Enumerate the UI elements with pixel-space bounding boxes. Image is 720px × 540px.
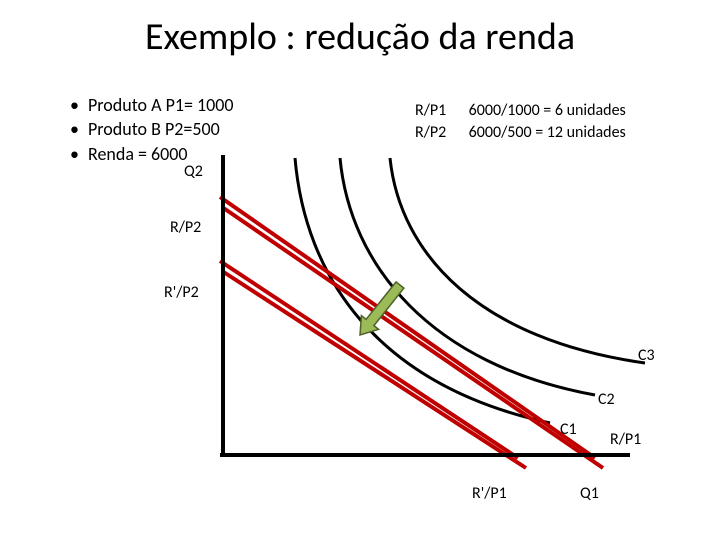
- legend-key: R/P2: [415, 122, 465, 144]
- label-c2: C2: [598, 390, 615, 409]
- slide-title: Exemplo : redução da renda: [0, 14, 720, 60]
- label-rp1: R/P1: [610, 430, 641, 449]
- label-q2: Q2: [184, 162, 203, 181]
- ratio-legend: R/P1 6000/1000 = 6 unidades R/P2 6000/50…: [415, 100, 626, 143]
- legend-key: R/P1: [415, 100, 465, 122]
- label-q1: Q1: [580, 484, 599, 503]
- label-rp2: R/P2: [170, 218, 201, 237]
- label-c1: C1: [560, 420, 577, 439]
- label-rpp2: R'/P2: [164, 283, 199, 302]
- bullet-item: Produto A P1= 1000: [70, 93, 234, 117]
- label-rpp1: R'/P1: [472, 484, 507, 503]
- legend-row: R/P1 6000/1000 = 6 unidades: [415, 100, 626, 122]
- legend-value: 6000/1000 = 6 unidades: [469, 101, 626, 120]
- label-c3: C3: [638, 346, 655, 365]
- legend-value: 6000/500 = 12 unidades: [469, 123, 626, 142]
- legend-row: R/P2 6000/500 = 12 unidades: [415, 122, 626, 144]
- economics-chart: [200, 155, 670, 500]
- bullet-item: Produto B P2=500: [70, 117, 234, 141]
